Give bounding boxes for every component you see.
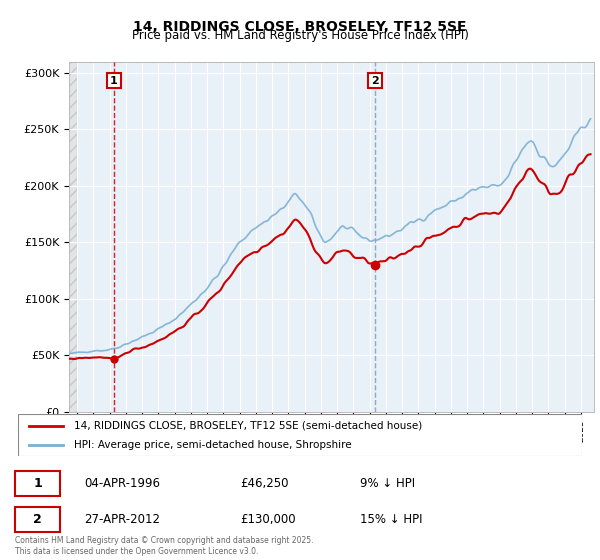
Text: £46,250: £46,250 — [240, 477, 289, 490]
Bar — [69, 62, 77, 412]
Text: 15% ↓ HPI: 15% ↓ HPI — [360, 513, 422, 526]
FancyBboxPatch shape — [15, 470, 60, 496]
Text: 2: 2 — [371, 76, 379, 86]
Text: £130,000: £130,000 — [240, 513, 296, 526]
FancyBboxPatch shape — [15, 507, 60, 533]
Text: 04-APR-1996: 04-APR-1996 — [84, 477, 160, 490]
Text: HPI: Average price, semi-detached house, Shropshire: HPI: Average price, semi-detached house,… — [74, 440, 352, 450]
Text: 27-APR-2012: 27-APR-2012 — [84, 513, 160, 526]
Text: 1: 1 — [34, 477, 42, 490]
Text: 14, RIDDINGS CLOSE, BROSELEY, TF12 5SE (semi-detached house): 14, RIDDINGS CLOSE, BROSELEY, TF12 5SE (… — [74, 421, 422, 431]
Text: 14, RIDDINGS CLOSE, BROSELEY, TF12 5SE: 14, RIDDINGS CLOSE, BROSELEY, TF12 5SE — [133, 20, 467, 34]
Text: 1: 1 — [110, 76, 118, 86]
Text: Price paid vs. HM Land Registry's House Price Index (HPI): Price paid vs. HM Land Registry's House … — [131, 29, 469, 42]
Text: 9% ↓ HPI: 9% ↓ HPI — [360, 477, 415, 490]
FancyBboxPatch shape — [18, 414, 582, 456]
Text: Contains HM Land Registry data © Crown copyright and database right 2025.
This d: Contains HM Land Registry data © Crown c… — [15, 536, 314, 556]
Text: 2: 2 — [34, 513, 42, 526]
